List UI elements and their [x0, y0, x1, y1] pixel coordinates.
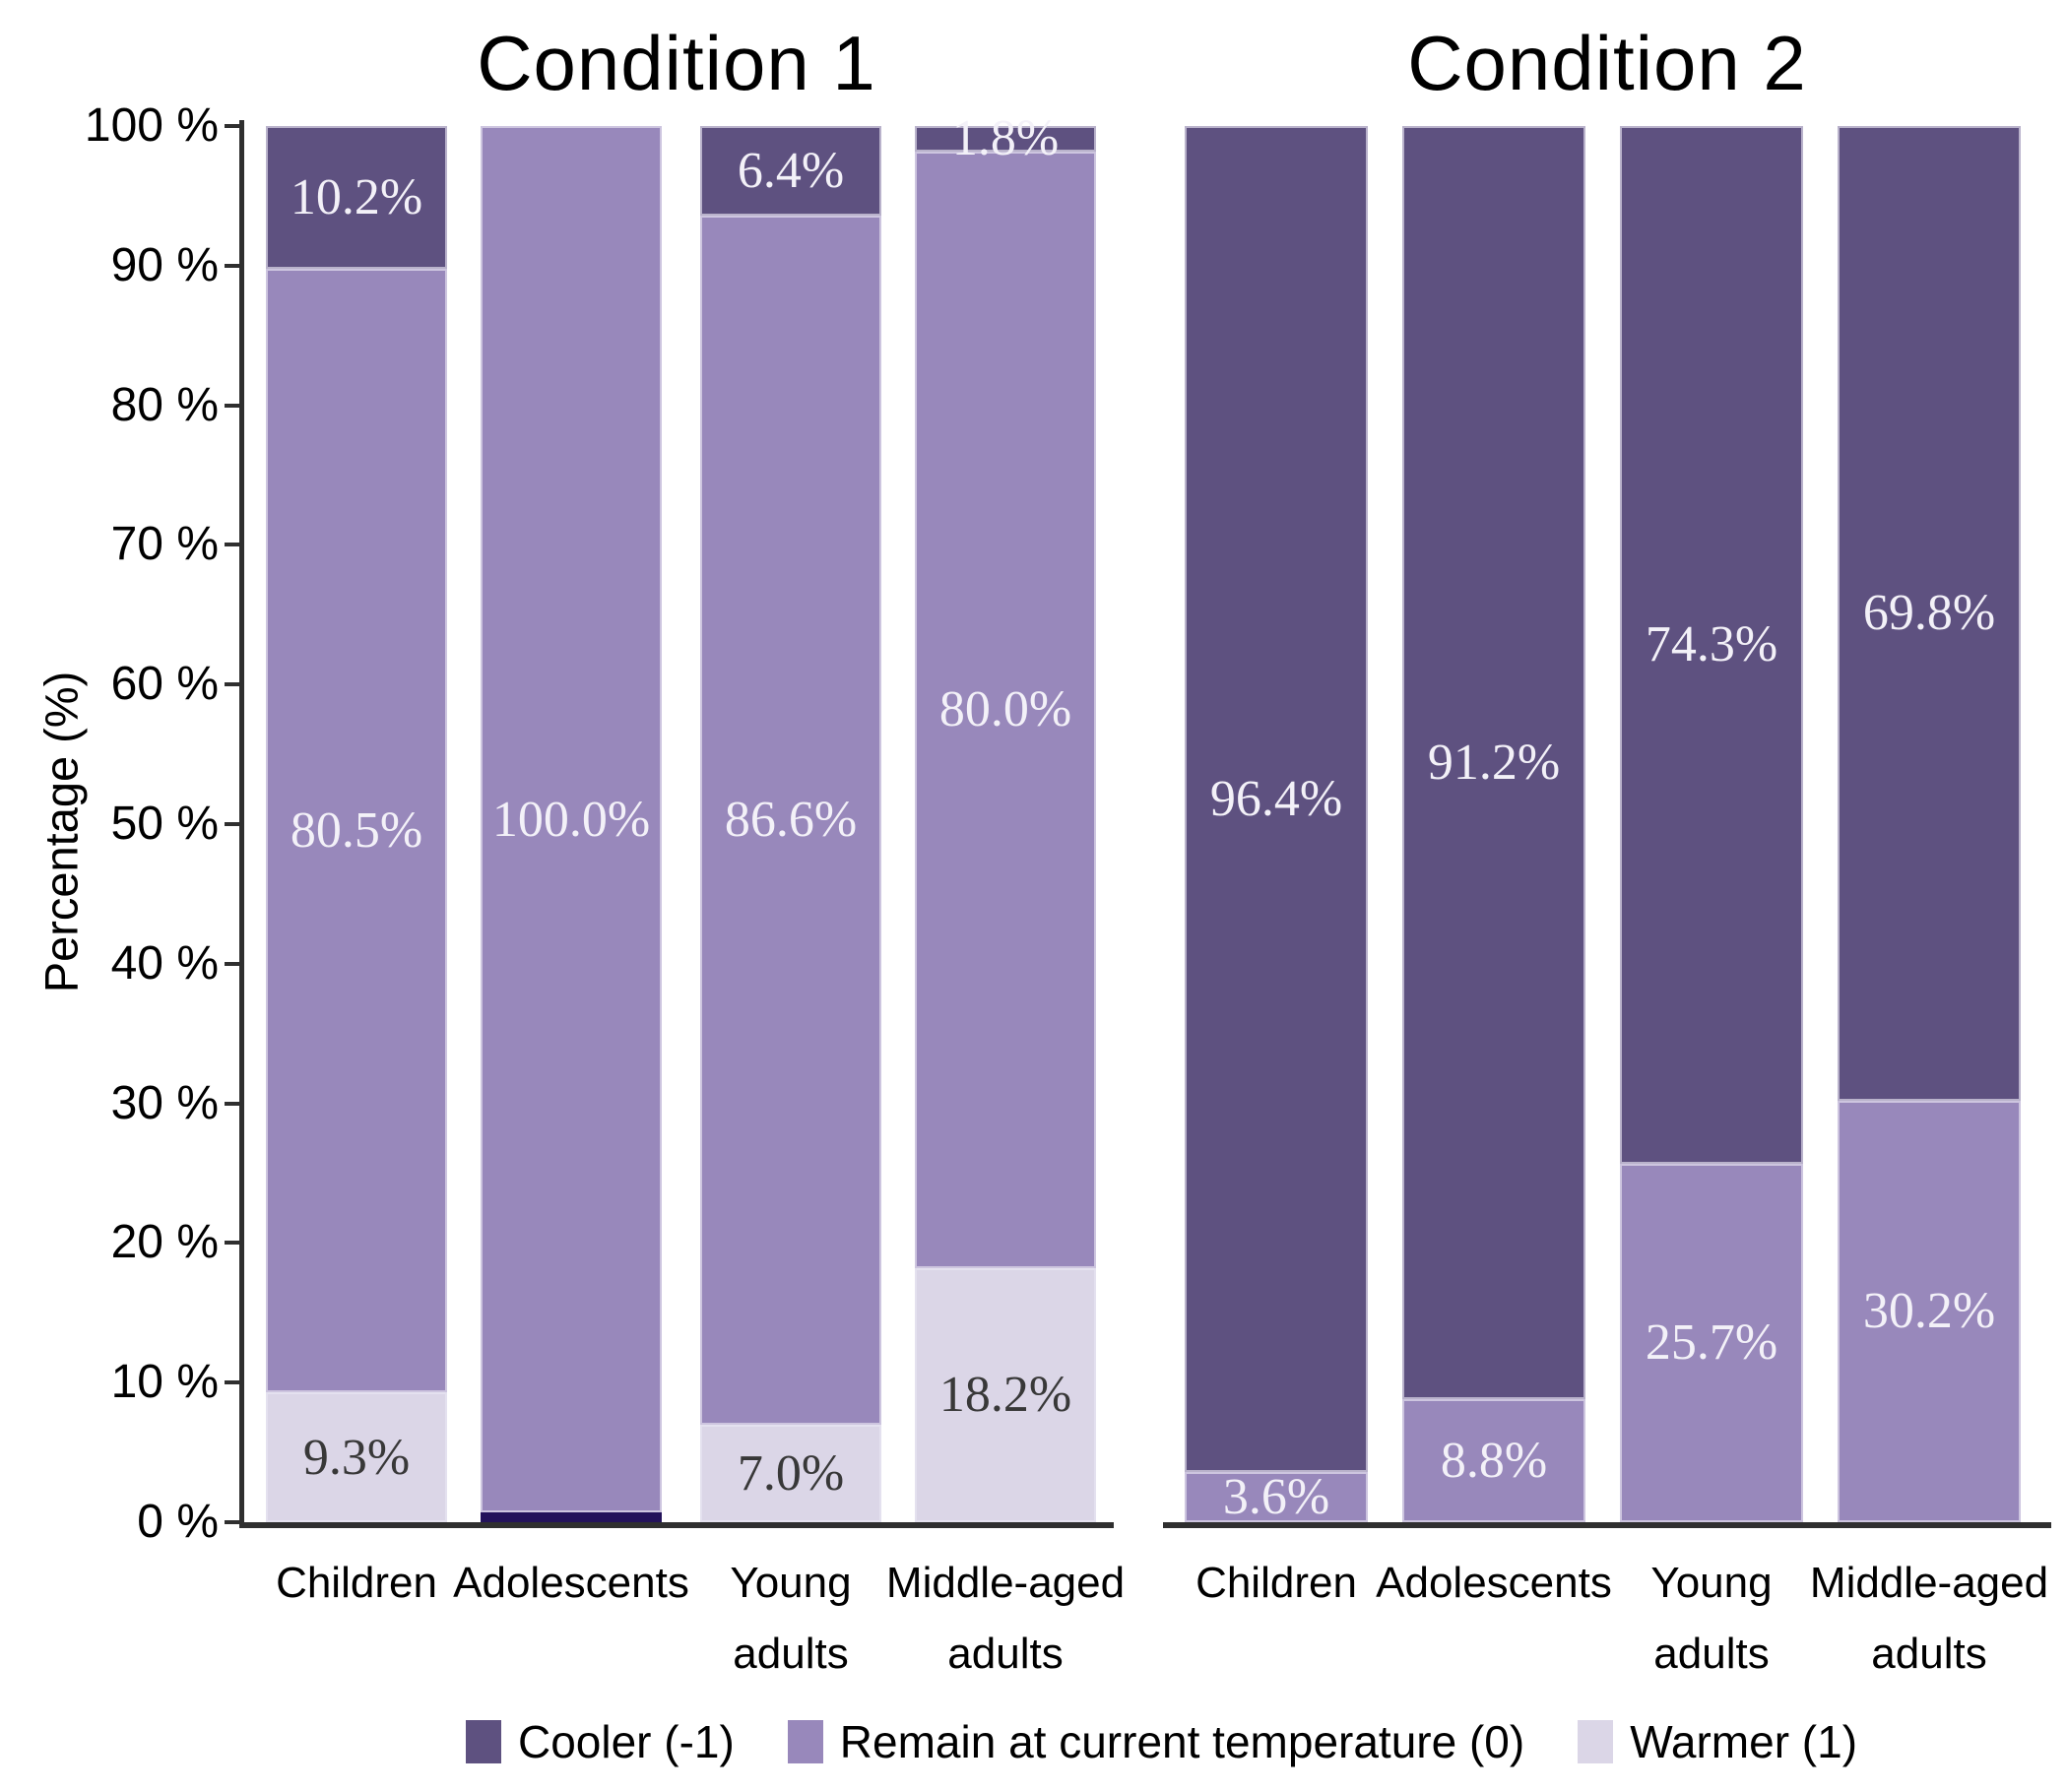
- segment-value-label: 6.4%: [737, 142, 845, 199]
- y-tick-label: 70 %: [110, 518, 219, 571]
- segment-value-label: 3.6%: [1222, 1468, 1330, 1525]
- y-tick-label: 50 %: [110, 798, 219, 850]
- y-tick-mark: [225, 403, 240, 408]
- segment-remain: 80.0%: [915, 151, 1096, 1268]
- y-tick-mark: [225, 682, 240, 687]
- bar-adolescents-condition-1: 100.0%: [481, 126, 662, 1522]
- y-tick-label: 30 %: [110, 1076, 219, 1129]
- segment-baseline-sliver: [481, 1512, 662, 1522]
- segment-value-label: 80.5%: [290, 801, 423, 859]
- y-tick-mark: [225, 1520, 240, 1524]
- legend-swatch-remain: [787, 1720, 823, 1763]
- legend: Cooler (-1) Remain at current temperature…: [256, 1715, 2067, 1768]
- y-tick-mark: [225, 1241, 240, 1246]
- bar-children-condition-1: 10.2% 80.5% 9.3%: [266, 126, 447, 1522]
- panel-title-condition-1: Condition 1: [477, 20, 876, 106]
- segment-remain: 80.5%: [266, 268, 447, 1393]
- category-label-adolescents-condition-2: Adolescents: [1376, 1559, 1612, 1607]
- category-label-children-condition-1: Children: [276, 1559, 437, 1607]
- segment-cooler: 96.4%: [1185, 126, 1368, 1472]
- x-axis-line-panel-2: [1163, 1522, 2051, 1528]
- segment-cooler: 6.4%: [700, 126, 881, 216]
- segment-value-label: 86.6%: [724, 792, 858, 849]
- y-tick-label: 60 %: [110, 658, 219, 711]
- y-tick-label: 90 %: [110, 238, 219, 291]
- segment-remain: 100.0%: [481, 126, 662, 1513]
- category-label-middle-aged-adults-condition-1: Middle-aged adults: [885, 1559, 1126, 1678]
- legend-item-warmer: Warmer (1): [1578, 1715, 1857, 1768]
- segment-cooler: 74.3%: [1620, 126, 1803, 1164]
- y-tick-mark: [225, 543, 240, 547]
- segment-value-label: 25.7%: [1645, 1314, 1778, 1372]
- segment-remain: 86.6%: [700, 215, 881, 1425]
- y-tick-label: 0 %: [137, 1496, 219, 1548]
- legend-label-remain: Remain at current temperature (0): [839, 1716, 1525, 1767]
- segment-remain: 8.8%: [1402, 1399, 1585, 1522]
- y-tick-label: 100 %: [84, 99, 219, 152]
- legend-label-warmer: Warmer (1): [1630, 1716, 1858, 1767]
- segment-remain: 30.2%: [1838, 1100, 2021, 1522]
- y-tick-label: 20 %: [110, 1216, 219, 1269]
- y-tick-mark: [225, 1380, 240, 1385]
- segment-value-label: 10.2%: [290, 168, 423, 225]
- legend-item-cooler: Cooler (-1): [465, 1715, 735, 1768]
- bar-adolescents-condition-2: 91.2% 8.8%: [1402, 126, 1585, 1522]
- y-tick-label: 80 %: [110, 378, 219, 431]
- y-axis-line: [239, 120, 244, 1528]
- category-label-young-adults-condition-1: Young adults: [730, 1559, 852, 1678]
- segment-value-label: 18.2%: [938, 1367, 1072, 1424]
- segment-value-label: 9.3%: [302, 1429, 411, 1486]
- segment-value-label: 1.8%: [951, 110, 1060, 167]
- bar-children-condition-2: 96.4% 3.6%: [1185, 126, 1368, 1525]
- segment-value-label: 30.2%: [1862, 1283, 1996, 1340]
- segment-warmer: 18.2%: [915, 1267, 1096, 1522]
- segment-value-label: 80.0%: [938, 681, 1072, 738]
- segment-value-label: 7.0%: [737, 1444, 845, 1502]
- panel-title-condition-2: Condition 2: [1407, 20, 1807, 106]
- segment-value-label: 69.8%: [1862, 585, 1996, 642]
- category-label-middle-aged-adults-condition-2: Middle-aged adults: [1809, 1559, 2049, 1678]
- y-tick-label: 40 %: [110, 936, 219, 990]
- category-label-young-adults-condition-2: Young adults: [1650, 1559, 1773, 1678]
- y-tick-mark: [225, 822, 240, 826]
- segment-value-label: 91.2%: [1427, 735, 1561, 792]
- segment-cooler: 91.2%: [1402, 126, 1585, 1400]
- segment-remain: 3.6%: [1185, 1469, 1368, 1525]
- category-label-children-condition-2: Children: [1195, 1559, 1357, 1607]
- bar-young-adults-condition-2: 74.3% 25.7%: [1620, 126, 1803, 1522]
- legend-label-cooler: Cooler (-1): [517, 1716, 735, 1767]
- segment-cooler: 10.2%: [266, 126, 447, 269]
- y-tick-mark: [225, 124, 240, 128]
- y-tick-label: 10 %: [110, 1356, 219, 1409]
- legend-item-remain: Remain at current temperature (0): [787, 1715, 1525, 1768]
- segment-cooler: 69.8%: [1838, 126, 2021, 1101]
- y-tick-mark: [225, 961, 240, 966]
- x-axis-line-panel-1: [239, 1522, 1114, 1528]
- bar-young-adults-condition-1: 6.4% 86.6% 7.0%: [700, 126, 881, 1522]
- category-label-adolescents-condition-1: Adolescents: [453, 1559, 689, 1607]
- legend-swatch-warmer: [1578, 1720, 1614, 1763]
- segment-warmer: 9.3%: [266, 1392, 447, 1522]
- y-tick-mark: [225, 263, 240, 268]
- segment-value-label: 74.3%: [1645, 616, 1778, 673]
- segment-value-label: 100.0%: [491, 791, 651, 848]
- bar-middle-aged-adults-condition-2: 69.8% 30.2%: [1838, 126, 2021, 1522]
- segment-value-label: 96.4%: [1209, 770, 1343, 827]
- bar-middle-aged-adults-condition-1: 1.8% 80.0% 18.2%: [915, 110, 1096, 1522]
- segment-cooler: 1.8%: [915, 110, 1096, 166]
- segment-warmer: 7.0%: [700, 1424, 881, 1522]
- segment-remain: 25.7%: [1620, 1163, 1803, 1522]
- y-tick-mark: [225, 1101, 240, 1106]
- legend-swatch-cooler: [465, 1720, 501, 1763]
- segment-value-label: 8.8%: [1440, 1433, 1548, 1490]
